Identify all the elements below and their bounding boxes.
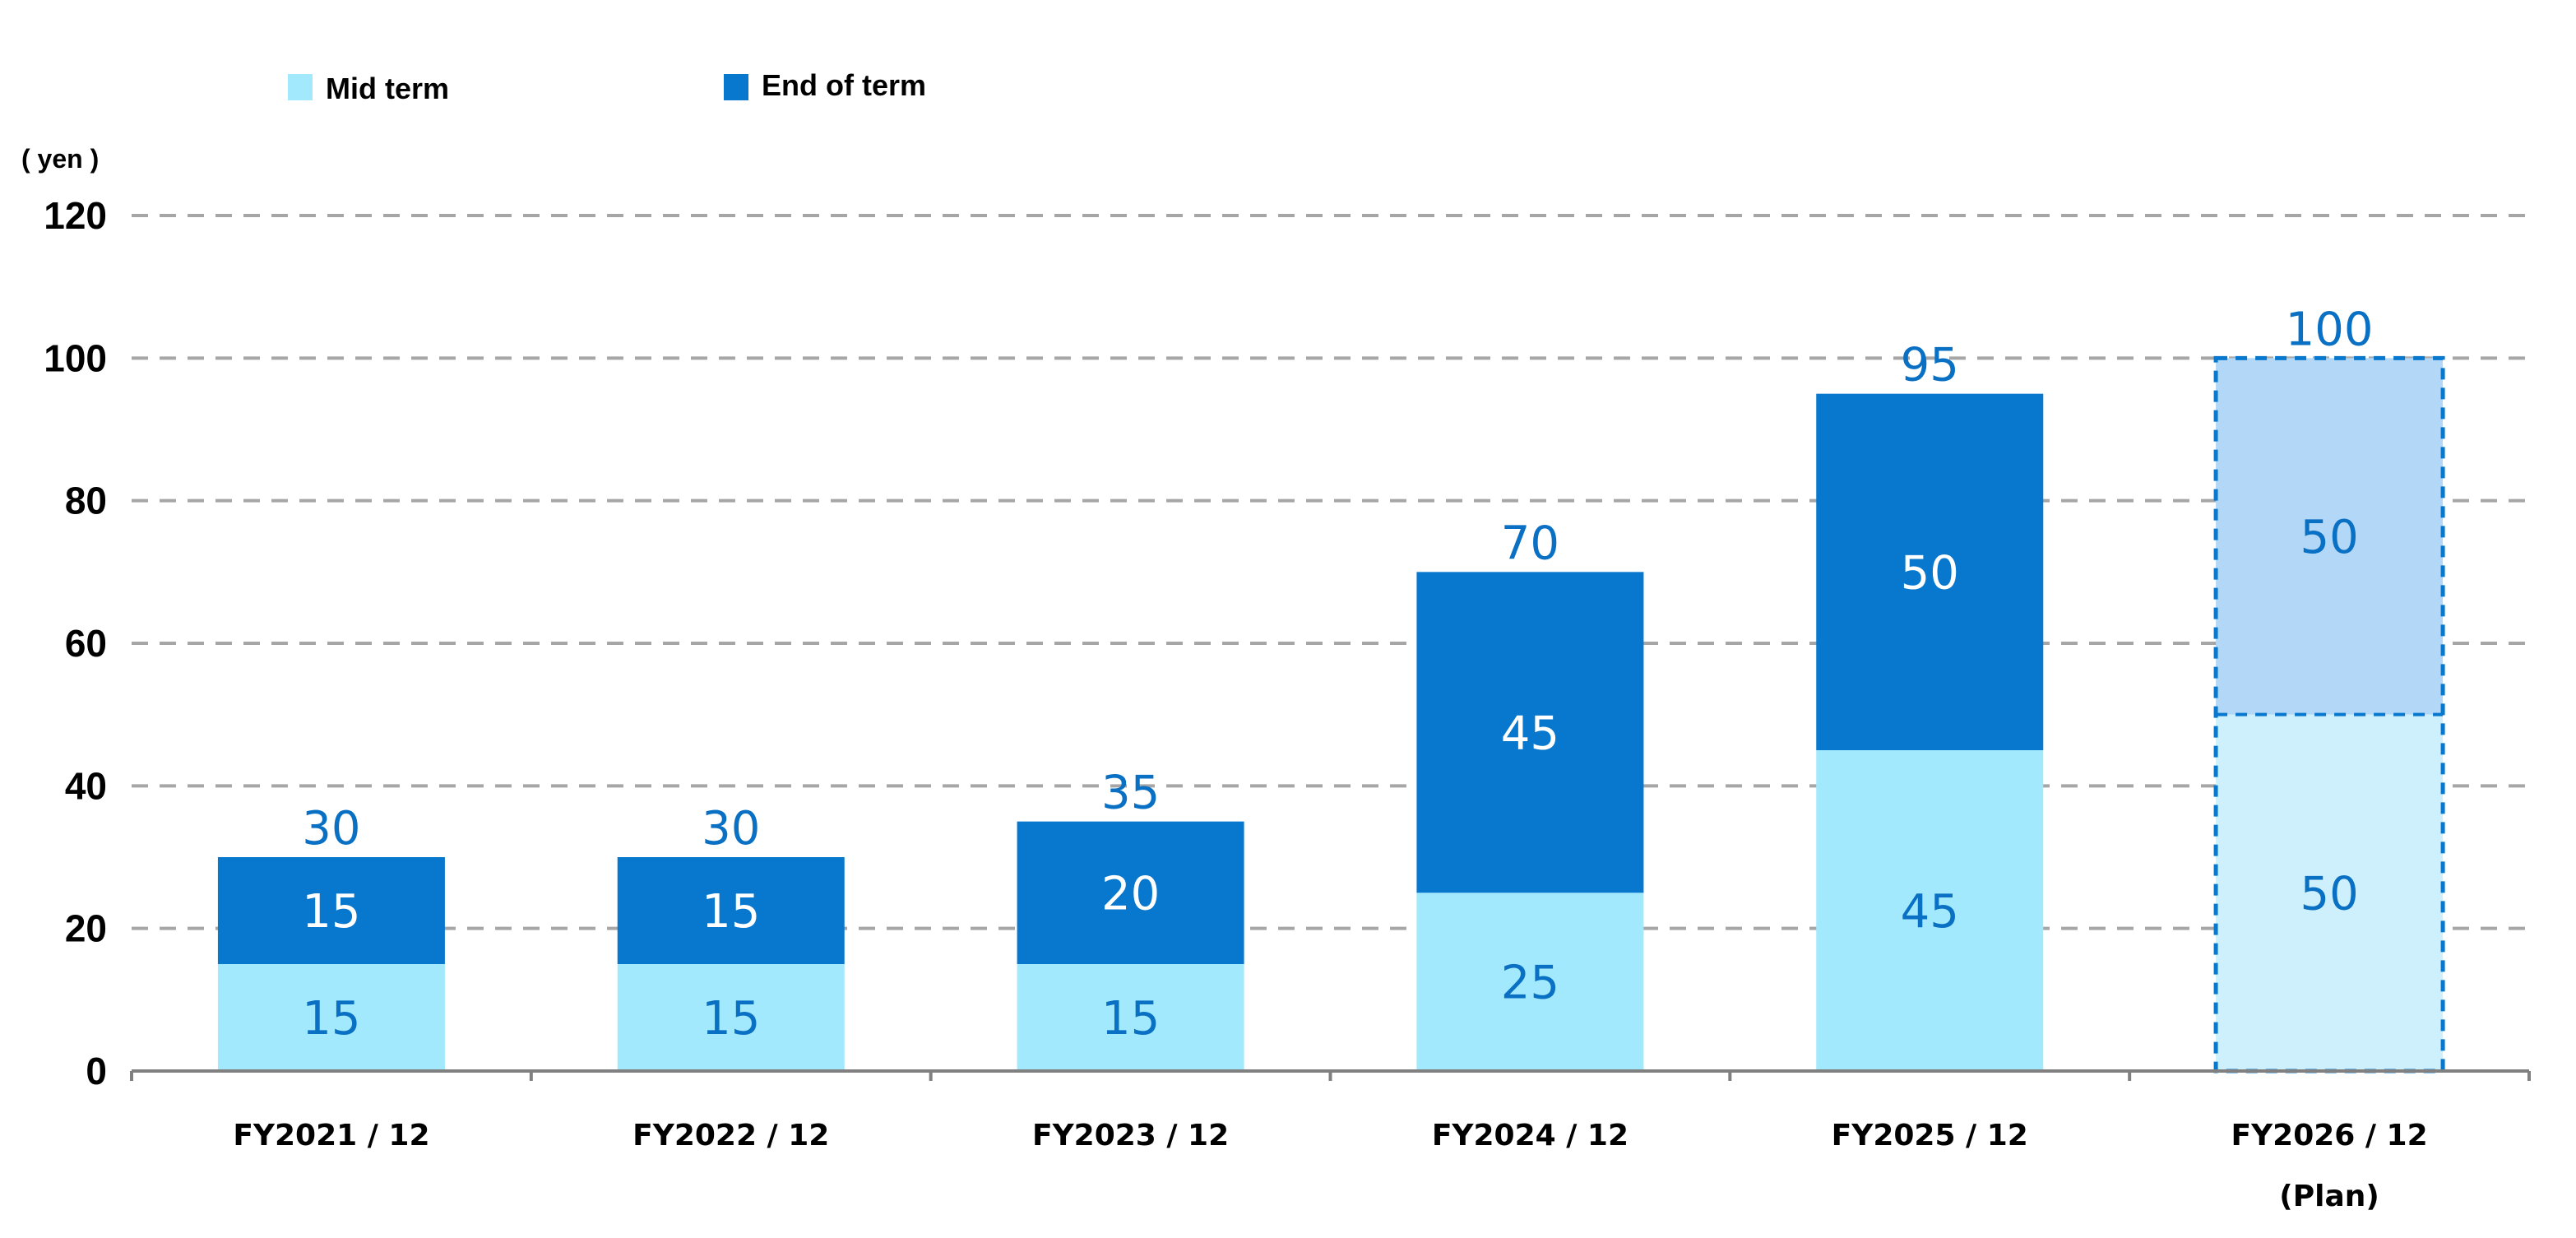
data-label: 50 <box>1901 546 1959 600</box>
bar-mid-term <box>217 964 445 1071</box>
bar-mid-term <box>617 964 845 1071</box>
data-label: 45 <box>1501 707 1559 760</box>
bar-end-of-term <box>1416 572 1644 893</box>
legend-swatch-mid-term <box>288 74 313 100</box>
data-label: 15 <box>1101 992 1160 1046</box>
bar-end-of-term <box>617 857 845 964</box>
bar-mid-term <box>1416 893 1644 1071</box>
legend-label-mid-term: Mid term <box>326 72 449 105</box>
x-tick-label: FY2026 / 12 <box>2231 1119 2427 1152</box>
bar-end-of-term <box>1017 821 1244 964</box>
y-tick-label: 20 <box>65 907 107 950</box>
y-tick-label: 60 <box>65 622 107 665</box>
legend: Mid term End of term <box>288 68 926 105</box>
data-label: 45 <box>1901 885 1959 939</box>
bar-end-of-term <box>217 857 445 964</box>
bar-end-of-term <box>1816 393 2044 750</box>
bar-mid-term <box>1017 964 1244 1071</box>
data-label: 20 <box>1101 867 1160 920</box>
data-label: 50 <box>2300 867 2358 920</box>
bar-mid-term <box>2216 714 2444 1071</box>
y-tick-label: 80 <box>65 480 107 522</box>
x-tick-label: FY2024 / 12 <box>1432 1119 1629 1152</box>
data-label: 15 <box>702 992 760 1046</box>
total-label: 100 <box>2286 303 2374 356</box>
legend-label-end-of-term: End of term <box>762 68 926 102</box>
x-tick-label: FY2023 / 12 <box>1032 1119 1229 1152</box>
data-label: 50 <box>2300 511 2358 564</box>
x-tick-label: FY2025 / 12 <box>1832 1119 2028 1152</box>
total-label: 30 <box>702 802 760 855</box>
total-label: 35 <box>1101 767 1160 820</box>
data-label: 25 <box>1501 957 1559 1010</box>
y-tick-label: 0 <box>86 1050 107 1092</box>
y-tick-label: 100 <box>44 336 107 379</box>
total-label: 70 <box>1501 517 1559 570</box>
x-tick-label: FY2022 / 12 <box>632 1119 829 1152</box>
y-axis-unit-label: ( yen ) <box>21 144 99 174</box>
bar-mid-term <box>1816 750 2044 1071</box>
legend-swatch-end-of-term <box>724 74 748 100</box>
y-tick-label: 120 <box>44 194 107 237</box>
bar-end-of-term <box>2216 358 2444 715</box>
x-tick-note: (Plan) <box>2279 1180 2379 1213</box>
data-label: 15 <box>302 885 360 939</box>
y-tick-label: 40 <box>65 764 107 807</box>
data-label: 15 <box>302 992 360 1046</box>
total-label: 95 <box>1901 339 1959 392</box>
data-label: 15 <box>702 885 760 939</box>
x-tick-label: FY2021 / 12 <box>233 1119 429 1152</box>
total-label: 30 <box>302 802 360 855</box>
